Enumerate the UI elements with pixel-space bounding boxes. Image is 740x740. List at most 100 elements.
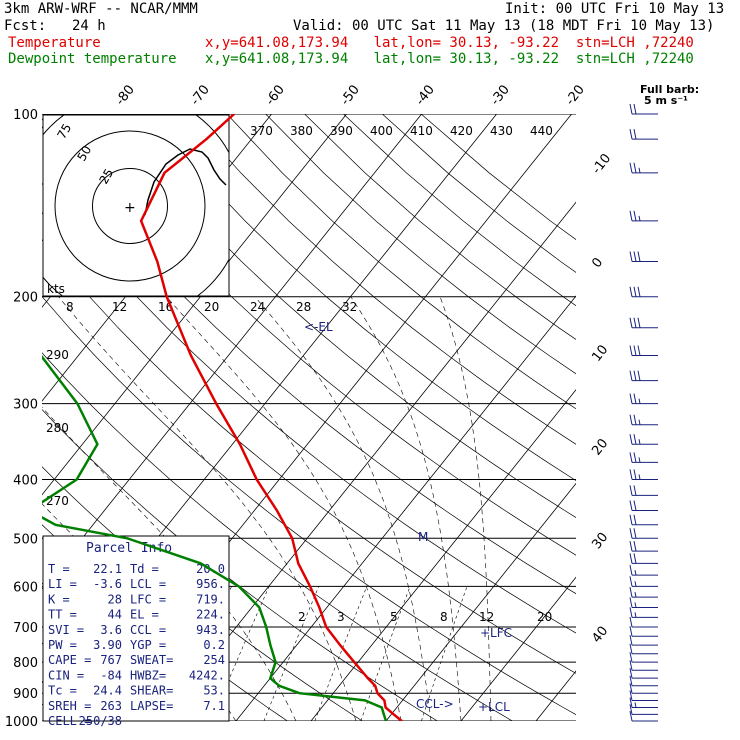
hodo-units: kts: [47, 282, 65, 296]
wind-barb-column: [629, 103, 658, 722]
dry-adiabat: [304, 114, 576, 340]
dewpoint-location: x,y=641.08,173.94 lat,lon= 30.13, -93.22…: [205, 51, 694, 67]
wind-barb-flag: [629, 500, 633, 511]
pressure-tick-label: 600: [13, 580, 38, 595]
wind-barb-flag: [633, 434, 637, 445]
dry-adiabat: [226, 114, 576, 410]
mixing-ratio-labels: 8 12 16 20 24 28 322 3 5 8 12 20: [66, 300, 552, 624]
mixing-ratio-label-low: 3: [337, 610, 345, 624]
wind-barb: [629, 129, 658, 140]
parcel-key: SHEAR=: [130, 684, 173, 698]
hodo-ring-label: 75: [54, 121, 74, 141]
wind-barb-flag: [629, 452, 633, 463]
wind-barb-flag: [633, 514, 637, 525]
wind-barb-flag: [629, 393, 633, 404]
wind-barb-flag: [637, 251, 641, 262]
theta-label-left: 270: [46, 494, 69, 508]
parcel-key: PW =: [48, 638, 77, 652]
wind-barb-flag: [633, 129, 637, 140]
isotherm-line: [235, 295, 576, 721]
wind-barb-flag: [629, 541, 633, 552]
parcel-key: Tc =: [48, 684, 77, 698]
annotation-el: <-EL: [304, 320, 333, 334]
wind-barb: [629, 345, 658, 357]
wind-barb-flag: [629, 469, 633, 480]
isotherm-label: -70: [188, 82, 213, 108]
wind-barb-flag: [629, 345, 633, 356]
theta-label-left: 280: [46, 421, 69, 435]
pressure-tick-label: 800: [13, 656, 38, 671]
pressure-tick-label: 300: [13, 398, 38, 413]
parcel-value: 767: [100, 653, 122, 667]
hodo-ring-label: 25: [96, 166, 116, 186]
isotherm-label: 10: [589, 342, 611, 364]
wind-barb: [629, 370, 658, 382]
parcel-value: 956.: [196, 577, 225, 591]
isotherm-line: [385, 482, 576, 721]
mixing-ratio-label-top: 28: [296, 300, 311, 314]
hodo-origin-mark: +: [124, 200, 136, 216]
wind-barb-flag: [629, 514, 633, 525]
parcel-value: 719.: [196, 592, 225, 606]
wind-barb-flag: [633, 210, 637, 221]
annotation-m: M: [418, 530, 428, 544]
theta-label-top: 400: [370, 124, 393, 138]
parcel-value: 24.4: [93, 684, 122, 698]
isotherm-label: -20: [563, 82, 588, 108]
wind-barb: [629, 485, 658, 496]
hodograph-trace: [144, 148, 227, 216]
isotherm-label: -80: [113, 82, 138, 108]
wind-barb: [629, 616, 658, 628]
wind-barb-flag: [633, 500, 637, 511]
wind-barb: [629, 103, 658, 115]
wind-barb: [629, 643, 658, 655]
mixing-ratio-label-top: 20: [204, 300, 219, 314]
temperature-profile: [139, 114, 403, 721]
isotherm-line: [460, 576, 576, 721]
wind-barb-flag: [633, 251, 637, 262]
isotherm-line: [42, 114, 422, 590]
wind-barb-flag: [629, 528, 633, 539]
parcel-key: CIN =: [48, 668, 84, 682]
wind-barb: [629, 704, 658, 715]
parcel-value: 943.: [196, 623, 225, 637]
mixing-ratio-label-low: 5: [390, 610, 398, 624]
sounding-curves: [42, 114, 403, 721]
mixing-ratio-line: [263, 586, 320, 721]
wind-barb-flag: [629, 251, 633, 262]
parcel-key: SVI =: [48, 623, 84, 637]
mixing-ratio-label-top: 8: [66, 300, 74, 314]
wind-barb: [629, 710, 658, 722]
wind-barb-half: [638, 474, 641, 480]
wind-barb: [629, 675, 658, 687]
parcel-value: 250/38: [79, 714, 122, 728]
wind-barb-flag: [629, 690, 633, 701]
wind-barb-half: [638, 167, 641, 173]
wind-barb-flag: [633, 469, 637, 480]
parcel-value: 4242.: [189, 668, 225, 682]
wind-barb: [629, 528, 658, 539]
parcel-value: 53.: [203, 684, 225, 698]
isotherm-line: [535, 670, 576, 721]
wind-barb: [629, 690, 658, 701]
wind-barb-flag: [629, 370, 633, 381]
moist-adiabat: [254, 296, 432, 721]
wind-barb-flag: [629, 710, 633, 722]
wind-barb-flag: [637, 286, 641, 297]
dewpoint-legend-label: Dewpoint temperature: [8, 51, 177, 67]
parcel-info-panel: [42, 535, 230, 722]
wind-barb-half: [634, 612, 637, 618]
wind-barb: [629, 251, 658, 263]
annotation-lcl: +LCL: [478, 700, 510, 714]
wind-barb-half: [634, 592, 637, 598]
wind-barb-flag: [629, 697, 633, 708]
wind-barb: [629, 697, 658, 708]
theta-label-top: 390: [330, 124, 353, 138]
wind-barb-half: [634, 702, 637, 708]
dry-adiabat: [265, 114, 576, 375]
wind-barb-flag: [633, 370, 637, 381]
wind-barb-half: [638, 419, 641, 425]
wind-barb-flag: [629, 485, 633, 496]
